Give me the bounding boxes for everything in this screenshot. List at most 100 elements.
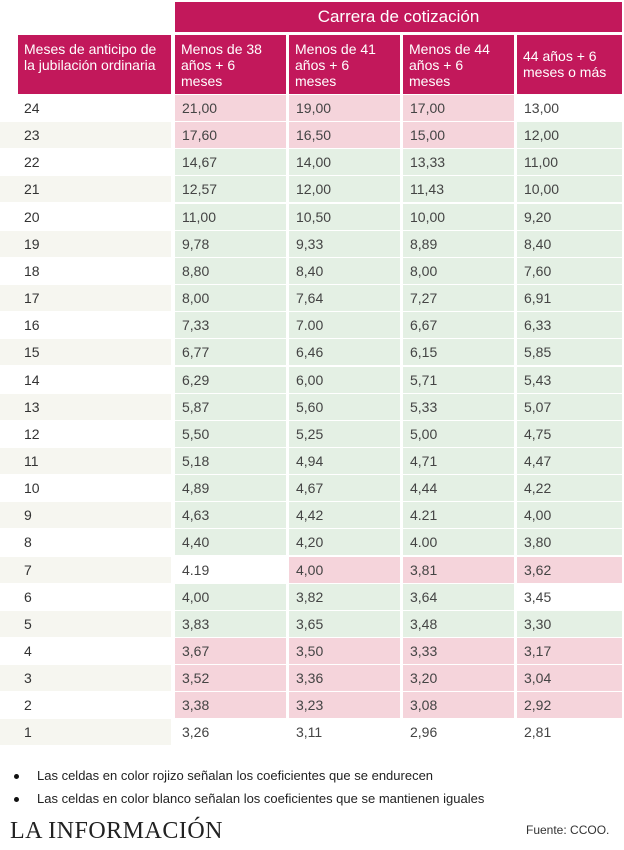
table-cell: 17,00 bbox=[403, 95, 514, 121]
table-cell: 4,94 bbox=[289, 448, 400, 474]
column-header: Menos de 38 años + 6 meses bbox=[175, 35, 286, 94]
row-label: 7 bbox=[0, 557, 171, 583]
table-cell: 3,23 bbox=[289, 692, 400, 718]
table-cell: 7.00 bbox=[289, 312, 400, 338]
row-label: 17 bbox=[0, 285, 171, 311]
table-cell: 3,52 bbox=[175, 665, 286, 691]
row-label: 1 bbox=[0, 719, 171, 745]
table-cell: 7,60 bbox=[517, 258, 622, 284]
table-cell: 3,81 bbox=[403, 557, 514, 583]
table-cell: 21,00 bbox=[175, 95, 286, 121]
table-cell: 3,26 bbox=[175, 719, 286, 745]
row-label: 19 bbox=[0, 231, 171, 257]
table-cell: 7,64 bbox=[289, 285, 400, 311]
table-cell: 3,48 bbox=[403, 611, 514, 637]
table-cell: 5,87 bbox=[175, 394, 286, 420]
table-cell: 4,47 bbox=[517, 448, 622, 474]
table-cell: 4,00 bbox=[289, 557, 400, 583]
table-cell: 15,00 bbox=[403, 122, 514, 148]
table-cell: 3,11 bbox=[289, 719, 400, 745]
bullet-icon bbox=[14, 797, 19, 803]
bullet-icon bbox=[14, 774, 19, 780]
table-cell: 4,75 bbox=[517, 421, 622, 447]
table-cell: 2,96 bbox=[403, 719, 514, 745]
table-cell: 4,89 bbox=[175, 475, 286, 501]
row-label: 2 bbox=[24, 697, 32, 713]
table-cell: 6,46 bbox=[289, 339, 400, 365]
row-label: 3 bbox=[0, 665, 171, 691]
table-cell: 13,33 bbox=[403, 149, 514, 175]
table-cell: 6,67 bbox=[403, 312, 514, 338]
table-cell: 12,00 bbox=[517, 122, 622, 148]
row-label: 21 bbox=[0, 176, 171, 202]
table-cell: 11,00 bbox=[175, 204, 286, 230]
table-cell: 11,00 bbox=[517, 149, 622, 175]
table-cell: 3,38 bbox=[175, 692, 286, 718]
table-cell: 4,22 bbox=[517, 475, 622, 501]
row-label: 8 bbox=[24, 534, 32, 550]
table-cell: 13,00 bbox=[517, 95, 622, 121]
table-cell: 5,50 bbox=[175, 421, 286, 447]
table-cell: 3,20 bbox=[403, 665, 514, 691]
table-cell: 3,65 bbox=[289, 611, 400, 637]
table-cell: 6,15 bbox=[403, 339, 514, 365]
table-cell: 19,00 bbox=[289, 95, 400, 121]
source-note: Fuente: CCOO. bbox=[526, 823, 610, 837]
table-cell: 14,67 bbox=[175, 149, 286, 175]
row-label: 4 bbox=[24, 643, 32, 659]
legend-text: Las celdas en color rojizo señalan los c… bbox=[37, 768, 434, 783]
table-cell: 5,25 bbox=[289, 421, 400, 447]
table-cell: 8,80 bbox=[175, 258, 286, 284]
table-cell: 9,33 bbox=[289, 231, 400, 257]
table-cell: 9,78 bbox=[175, 231, 286, 257]
table-cell: 3,82 bbox=[289, 584, 400, 610]
row-label: 6 bbox=[24, 589, 32, 605]
table-cell: 11,43 bbox=[403, 176, 514, 202]
table-cell: 5,18 bbox=[175, 448, 286, 474]
table-cell: 4,44 bbox=[403, 475, 514, 501]
table-cell: 2,81 bbox=[517, 719, 622, 745]
column-header: Menos de 41 años + 6 meses bbox=[289, 35, 400, 94]
table-cell: 16,50 bbox=[289, 122, 400, 148]
row-label: 23 bbox=[0, 122, 171, 148]
row-label: 12 bbox=[24, 426, 40, 442]
table-cell: 4,42 bbox=[289, 502, 400, 528]
table-cell: 4.21 bbox=[403, 502, 514, 528]
row-label: 9 bbox=[0, 502, 171, 528]
table-cell: 12,00 bbox=[289, 176, 400, 202]
legend-text: Las celdas en color blanco señalan los c… bbox=[37, 791, 485, 806]
table-cell: 6,33 bbox=[517, 312, 622, 338]
table-cell: 4,00 bbox=[517, 502, 622, 528]
table-cell: 8,00 bbox=[175, 285, 286, 311]
table-cell: 5,07 bbox=[517, 394, 622, 420]
table-cell: 3,50 bbox=[289, 638, 400, 664]
table-cell: 5,60 bbox=[289, 394, 400, 420]
table-cell: 8,89 bbox=[403, 231, 514, 257]
row-label: 15 bbox=[0, 339, 171, 365]
table-cell: 3,04 bbox=[517, 665, 622, 691]
column-header: 44 años + 6 meses o más bbox=[517, 35, 622, 94]
table-cell: 5,43 bbox=[517, 367, 622, 393]
table-cell: 6,91 bbox=[517, 285, 622, 311]
table-cell: 3,62 bbox=[517, 557, 622, 583]
table-cell: 10,00 bbox=[517, 176, 622, 202]
table-cell: 5,71 bbox=[403, 367, 514, 393]
table-cell: 4,71 bbox=[403, 448, 514, 474]
table-cell: 7,33 bbox=[175, 312, 286, 338]
table-cell: 3,30 bbox=[517, 611, 622, 637]
table-cell: 6,00 bbox=[289, 367, 400, 393]
row-label: 18 bbox=[24, 263, 40, 279]
row-label: 13 bbox=[0, 394, 171, 420]
table-cell: 10,00 bbox=[403, 204, 514, 230]
table-cell: 4.00 bbox=[403, 529, 514, 555]
legend-item: Las celdas en color rojizo señalan los c… bbox=[14, 768, 433, 783]
row-label: 24 bbox=[24, 100, 40, 116]
table-cell: 4,63 bbox=[175, 502, 286, 528]
brand-logo: LA INFORMACIÓN bbox=[10, 818, 223, 845]
table-cell: 17,60 bbox=[175, 122, 286, 148]
legend-item: Las celdas en color blanco señalan los c… bbox=[14, 791, 484, 806]
table-cell: 8,40 bbox=[517, 231, 622, 257]
table-cell: 8,00 bbox=[403, 258, 514, 284]
table-cell: 4,67 bbox=[289, 475, 400, 501]
column-header: Menos de 44 años + 6 meses bbox=[403, 35, 514, 94]
